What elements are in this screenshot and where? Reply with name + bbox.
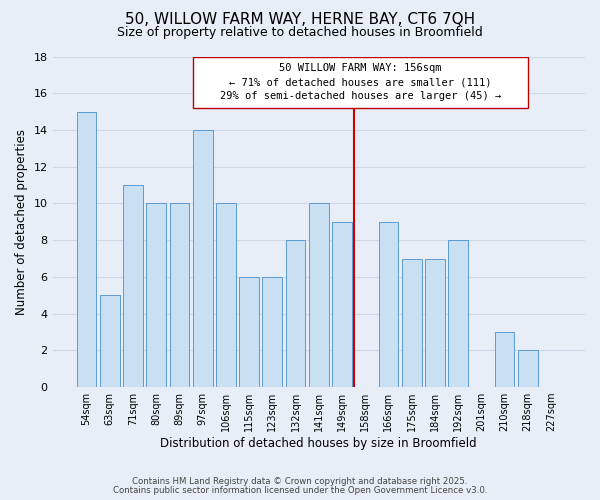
Bar [402, 258, 422, 387]
X-axis label: Distribution of detached houses by size in Broomfield: Distribution of detached houses by size … [160, 437, 477, 450]
Bar [77, 112, 97, 387]
Bar [379, 222, 398, 387]
Text: Contains HM Land Registry data © Crown copyright and database right 2025.: Contains HM Land Registry data © Crown c… [132, 477, 468, 486]
Bar [309, 204, 329, 387]
Bar [425, 258, 445, 387]
Bar [448, 240, 468, 387]
Bar [193, 130, 212, 387]
Text: 50, WILLOW FARM WAY, HERNE BAY, CT6 7QH: 50, WILLOW FARM WAY, HERNE BAY, CT6 7QH [125, 12, 475, 28]
Bar [216, 204, 236, 387]
Text: 50 WILLOW FARM WAY: 156sqm
← 71% of detached houses are smaller (111)
29% of sem: 50 WILLOW FARM WAY: 156sqm ← 71% of deta… [220, 63, 501, 101]
Bar [239, 277, 259, 387]
Bar [286, 240, 305, 387]
Bar [518, 350, 538, 387]
Bar [123, 185, 143, 387]
Bar [193, 56, 528, 108]
Bar [494, 332, 514, 387]
Bar [100, 296, 119, 387]
Bar [170, 204, 190, 387]
Text: Contains public sector information licensed under the Open Government Licence v3: Contains public sector information licen… [113, 486, 487, 495]
Bar [146, 204, 166, 387]
Bar [332, 222, 352, 387]
Text: Size of property relative to detached houses in Broomfield: Size of property relative to detached ho… [117, 26, 483, 39]
Y-axis label: Number of detached properties: Number of detached properties [15, 129, 28, 315]
Bar [262, 277, 282, 387]
